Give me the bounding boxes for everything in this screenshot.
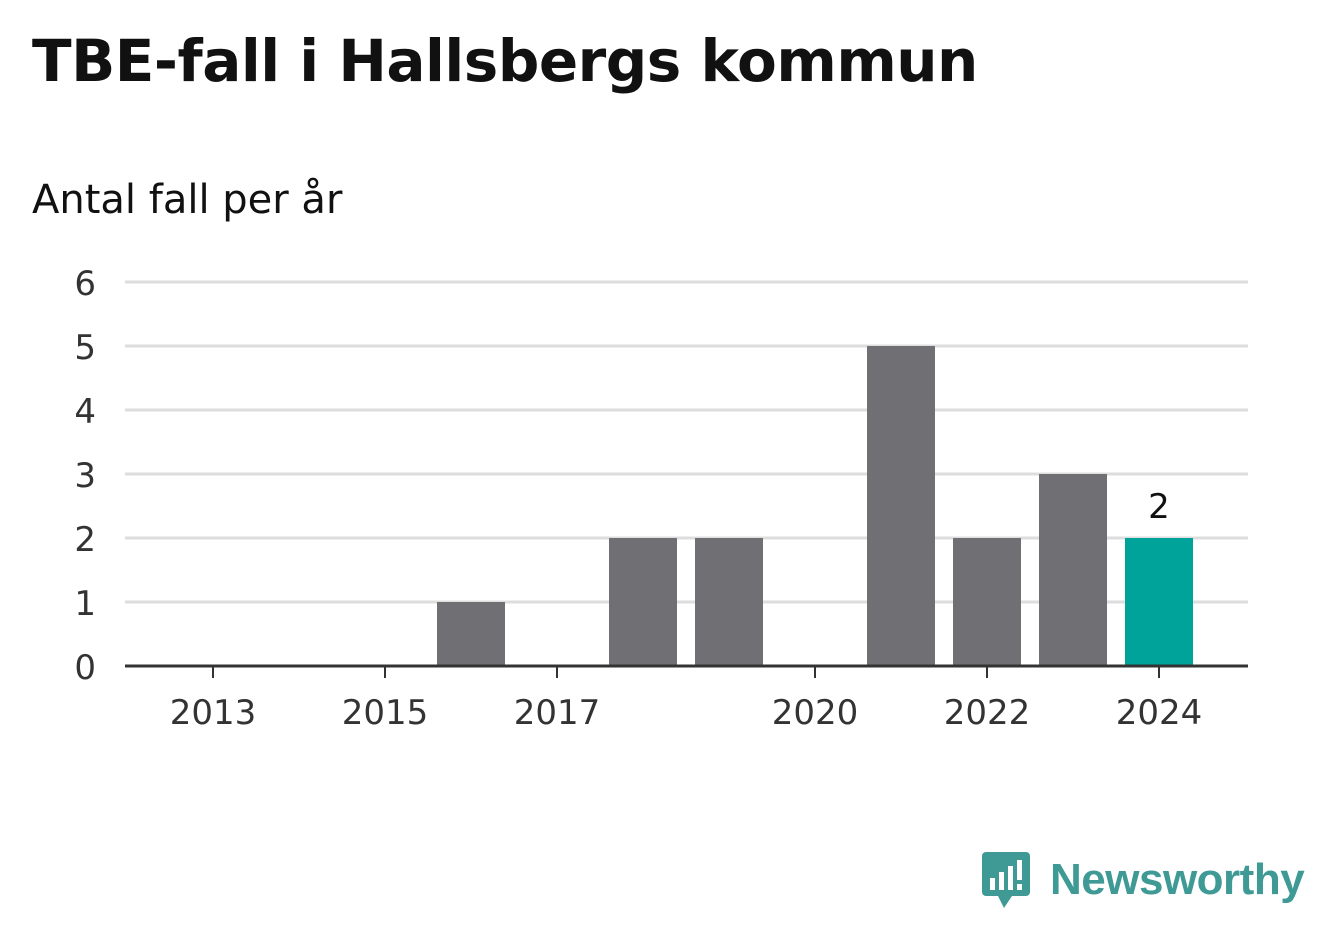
- x-tick-label: 2013: [170, 693, 257, 733]
- y-tick-label: 0: [74, 648, 96, 688]
- data-label: 2: [1148, 487, 1170, 527]
- labels: 0 1 2 3 4 5 6 2013 2015 2017 2020 2022 2024 2: [74, 264, 1202, 733]
- bar-2021: [867, 346, 935, 666]
- y-tick-label: 5: [74, 328, 96, 368]
- bar-2018: [609, 538, 677, 666]
- y-tick-label: 2: [74, 520, 96, 560]
- bar-2019: [695, 538, 763, 666]
- x-tick-label: 2024: [1116, 693, 1203, 733]
- x-tick-label: 2015: [342, 693, 429, 733]
- chart-title: TBE-fall i Hallsbergs kommun: [32, 27, 978, 95]
- bar-2022: [953, 538, 1021, 666]
- newsworthy-logo-icon: [982, 852, 1030, 908]
- y-tick-label: 1: [74, 584, 96, 624]
- x-tick-label: 2017: [514, 693, 601, 733]
- y-tick-label: 6: [74, 264, 96, 304]
- x-axis: [125, 664, 1248, 678]
- y-tick-label: 4: [74, 392, 96, 432]
- chart-subtitle: Antal fall per år: [32, 177, 343, 223]
- bar-2024: [1125, 538, 1193, 666]
- x-tick-label: 2020: [772, 693, 859, 733]
- bar-2016: [437, 602, 505, 666]
- bars: [437, 346, 1193, 666]
- bar-2023: [1039, 474, 1107, 666]
- x-tick-label: 2022: [944, 693, 1031, 733]
- newsworthy-brand: Newsworthy: [980, 850, 1305, 910]
- brand-name: Newsworthy: [1050, 855, 1305, 904]
- y-tick-label: 3: [74, 456, 96, 496]
